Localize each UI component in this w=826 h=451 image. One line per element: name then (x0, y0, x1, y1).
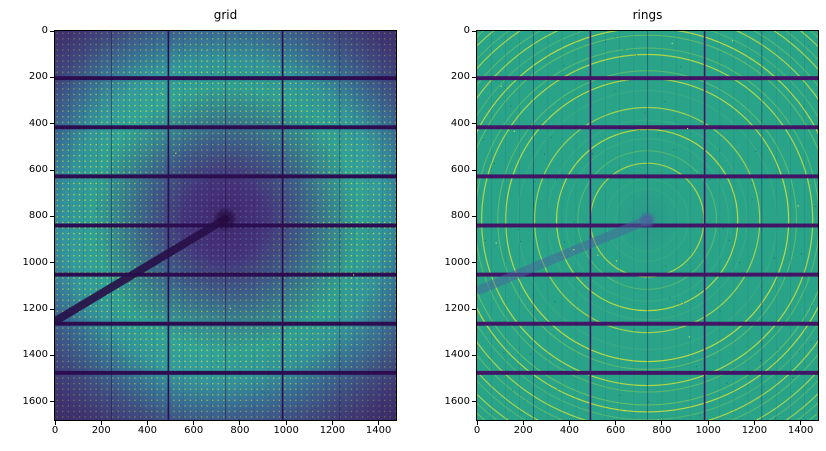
x-tick-mark (146, 421, 148, 425)
y-tick-label: 1200 (444, 303, 470, 315)
y-tick-mark (50, 169, 54, 171)
y-tick-mark (50, 262, 54, 264)
x-tick-mark (476, 421, 478, 425)
y-tick-label: 400 (450, 117, 470, 129)
x-tick-mark (331, 421, 333, 425)
x-tick-mark (707, 421, 709, 425)
x-tick-label: 800 (230, 425, 250, 436)
x-tick-label: 400 (137, 425, 158, 436)
y-tick-mark (472, 76, 476, 78)
x-tick-label: 1200 (319, 425, 346, 436)
plot-title-grid: grid (213, 8, 238, 22)
x-tick-mark (54, 421, 56, 425)
y-tick-mark (50, 76, 54, 78)
subplot-grid: grid (54, 8, 397, 421)
x-tick-mark (239, 421, 241, 425)
y-tick-mark (50, 401, 54, 403)
plot-title-rings: rings (632, 8, 663, 22)
y-tick-label: 1200 (22, 303, 48, 315)
x-tick-label: 1200 (741, 425, 768, 436)
x-tick-mark (800, 421, 802, 425)
y-tick-label: 200 (450, 71, 470, 83)
detector-image-grid (55, 31, 396, 420)
y-tick-mark (472, 262, 476, 264)
x-tick-label: 200 (91, 425, 111, 436)
y-tick-label: 200 (28, 71, 48, 83)
y-tick-label: 400 (28, 117, 48, 129)
x-tick-mark (568, 421, 570, 425)
x-tick-label: 1400 (787, 425, 814, 436)
x-tick-label: 0 (473, 425, 481, 436)
x-tick-mark (753, 421, 755, 425)
x-tick-mark (100, 421, 102, 425)
y-tick-mark (472, 215, 476, 217)
y-tick-label: 800 (450, 210, 470, 222)
y-tick-label: 1600 (22, 395, 48, 407)
detector-image-rings (477, 31, 818, 420)
y-tick-label: 600 (450, 164, 470, 175)
y-tick-label: 600 (28, 164, 48, 175)
y-tick-mark (472, 308, 476, 310)
x-tick-mark (378, 421, 380, 425)
y-tick-mark (50, 30, 54, 32)
y-tick-mark (50, 354, 54, 356)
x-tick-label: 600 (606, 425, 626, 436)
y-tick-label: 0 (41, 25, 48, 36)
y-tick-label: 1000 (22, 256, 48, 268)
x-tick-label: 600 (184, 425, 204, 436)
y-tick-mark (50, 123, 54, 125)
y-tick-mark (50, 215, 54, 217)
x-tick-mark (285, 421, 287, 425)
y-tick-mark (472, 30, 476, 32)
x-tick-mark (193, 421, 195, 425)
y-tick-label: 1000 (444, 256, 470, 268)
subplot-rings: rings (476, 8, 819, 421)
y-tick-label: 1400 (22, 349, 48, 361)
y-tick-mark (472, 169, 476, 171)
x-tick-label: 0 (51, 425, 59, 436)
x-tick-mark (615, 421, 617, 425)
y-tick-mark (50, 308, 54, 310)
x-tick-label: 1000 (273, 425, 299, 436)
x-tick-label: 200 (513, 425, 533, 436)
x-tick-label: 1400 (365, 425, 392, 436)
y-tick-label: 0 (463, 25, 470, 36)
x-tick-mark (522, 421, 524, 425)
y-tick-label: 1400 (444, 349, 470, 361)
y-tick-mark (472, 354, 476, 356)
x-tick-label: 1000 (695, 425, 721, 436)
y-tick-mark (472, 123, 476, 125)
y-tick-mark (472, 401, 476, 403)
y-tick-label: 800 (28, 210, 48, 222)
x-tick-label: 800 (652, 425, 672, 436)
x-tick-mark (661, 421, 663, 425)
x-tick-label: 400 (559, 425, 580, 436)
y-tick-label: 1600 (444, 395, 470, 407)
